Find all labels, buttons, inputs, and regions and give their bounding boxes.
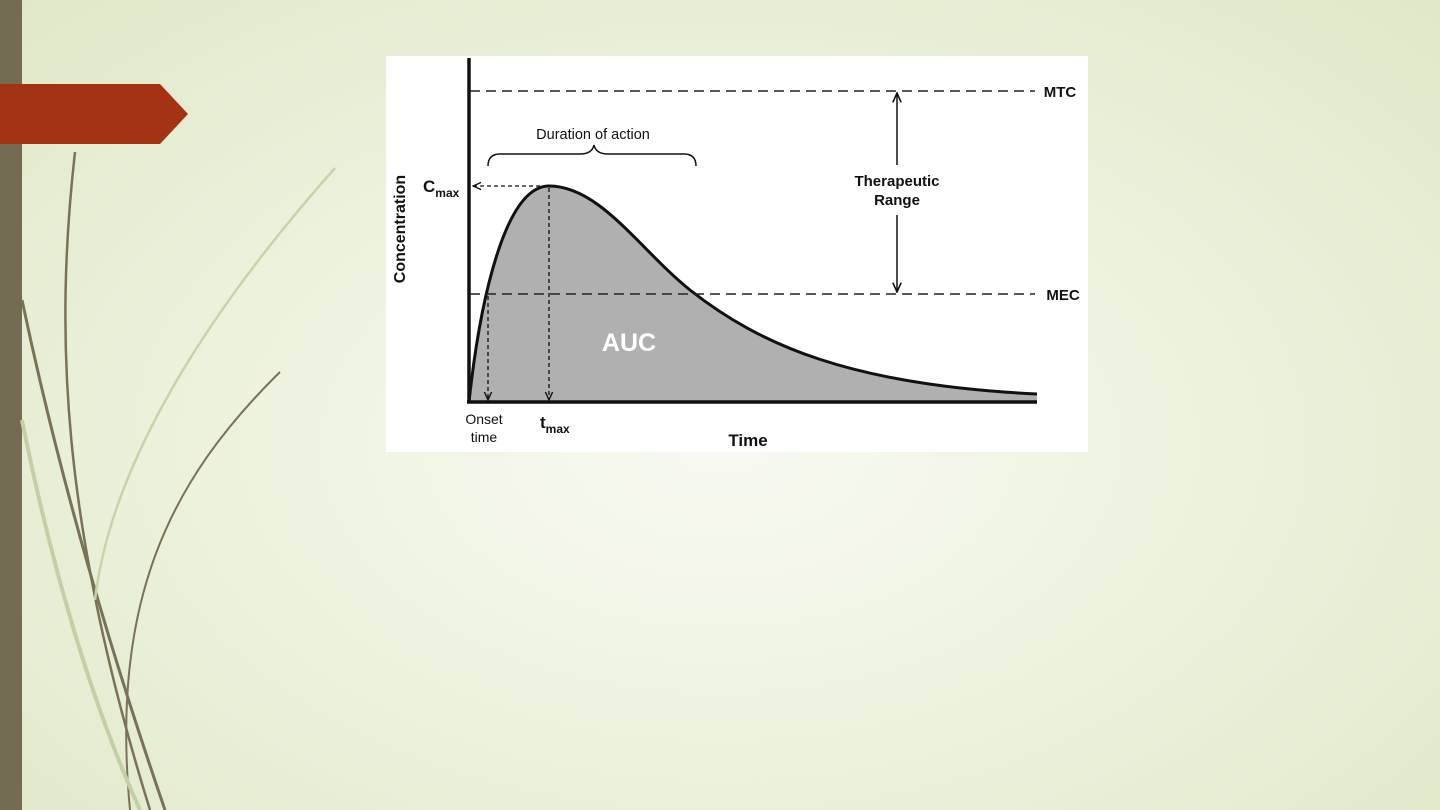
decor-curves — [20, 151, 336, 810]
tmax-label: tmax — [540, 413, 570, 436]
mtc-label: MTC — [1044, 84, 1077, 101]
onset-label-2: time — [471, 429, 498, 445]
y-axis-label: Concentration — [392, 175, 409, 283]
auc-label: AUC — [602, 329, 656, 357]
mec-label: MEC — [1046, 287, 1080, 304]
duration-label: Duration of action — [536, 127, 650, 143]
onset-label-1: Onset — [465, 411, 502, 427]
cmax-subscript: max — [435, 186, 459, 200]
auc-area — [469, 186, 1037, 402]
cmax-label: Cmax — [423, 177, 460, 200]
concentration-curve — [467, 184, 1038, 403]
tmax-symbol: t — [540, 413, 546, 432]
tmax-subscript: max — [546, 422, 570, 436]
pk-diagram: MTC MEC Duration of action Therapeutic R… — [386, 56, 1088, 452]
title-marker — [0, 84, 188, 144]
duration-brace — [487, 144, 697, 167]
x-axis-label: Time — [728, 431, 767, 450]
side-bar — [0, 0, 22, 810]
cmax-symbol: C — [423, 177, 435, 196]
range-label-1: Therapeutic — [854, 173, 939, 190]
range-label-2: Range — [874, 192, 920, 209]
